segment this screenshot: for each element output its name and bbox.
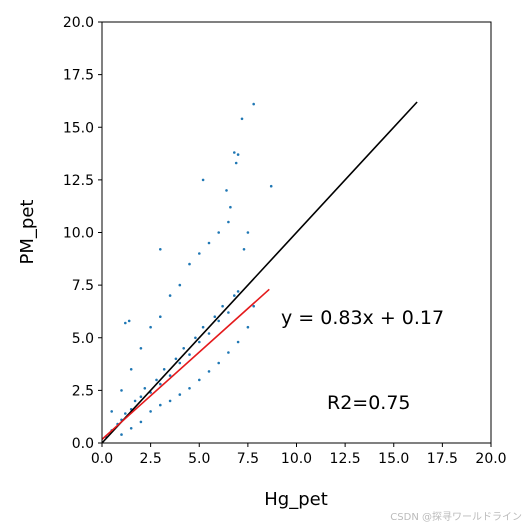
scatter-point [201,178,205,182]
scatter-point [129,368,133,371]
scatter-point [139,347,143,350]
scatter-point [168,399,172,403]
y-tick-label: 0.0 [72,436,94,452]
scatter-point [246,325,250,329]
scatter-point [178,361,182,365]
x-tick-label: 17.5 [427,451,458,467]
scatter-point [198,340,201,344]
scatter-point [168,294,172,297]
scatter-point [159,382,162,386]
watermark: CSDN @探寻ワールドライン [390,510,522,523]
scatter-point [234,161,238,165]
y-tick-label: 15.0 [63,120,94,136]
x-tick-label: 0.0 [91,451,113,467]
scatter-point [120,389,123,392]
scatter-point [213,315,217,319]
scatter-point [168,374,172,377]
black-fit-line [101,101,418,444]
red-fit-line [101,288,270,440]
scatter-point [188,353,191,356]
scatter-point [198,378,201,382]
scatter-point [225,189,228,192]
x-tick-label: 10.0 [281,451,312,467]
x-tick-label: 5.0 [188,451,210,467]
scatter-point [162,368,166,371]
scatter-point [124,321,127,325]
scatter-point [217,231,220,234]
scatter-point [139,420,143,424]
fit-lines [101,101,418,444]
scatter-point [129,427,133,430]
scatter-point [207,332,211,335]
scatter-point [240,117,244,121]
scatter-point [236,153,240,156]
x-tick-label: 15.0 [378,451,409,467]
scatter-point [178,393,182,396]
scatter-point [252,102,255,106]
y-axis-ticks: 0.0 2.5 5.0 7.5 10.0 12.5 15.0 17.5 20.0 [63,15,102,452]
scatter-point [159,315,162,319]
scatter-point [127,319,131,323]
x-tick-label: 12.5 [330,451,361,467]
scatter-point [246,231,250,234]
scatter-point [207,241,211,245]
scatter-point [207,370,211,373]
scatter-point [133,399,137,403]
scatter-point [201,325,205,329]
scatter-point [229,205,232,209]
scatter-point [221,304,224,308]
scatter-point [120,433,123,436]
scatter-point [149,325,152,329]
scatter-point [149,410,152,413]
y-tick-label: 10.0 [63,226,94,242]
x-axis-label: Hg_pet [264,489,328,510]
scatter-point [242,248,246,251]
scatter-point [227,311,230,314]
scatter-point [174,357,178,361]
scatter-point [188,387,191,390]
scatter-point [110,410,113,413]
scatter-point [252,304,255,308]
scatter-points [104,102,273,439]
x-tick-label: 20.0 [475,451,506,467]
scatter-point [159,403,162,407]
scatter-point [236,340,240,344]
scatter-point [233,294,236,297]
scatter-point [227,351,230,354]
r2-annotation: R2=0.75 [327,392,411,414]
scatter-point [217,319,220,323]
scatter-point [159,248,162,251]
x-tick-label: 2.5 [139,451,161,467]
y-tick-label: 2.5 [72,383,94,399]
scatter-point [178,283,182,287]
scatter-point [194,336,197,340]
y-tick-label: 17.5 [63,68,94,84]
scatter-point [188,262,191,266]
scatter-point [236,290,240,293]
y-axis-label: PM_pet [17,200,38,265]
scatter-point [143,387,147,390]
scatter-point [124,412,127,415]
y-tick-label: 7.5 [72,278,94,294]
y-tick-label: 20.0 [63,15,94,31]
y-tick-label: 5.0 [72,331,94,347]
scatter-point [227,220,230,224]
scatter-point [198,252,201,255]
scatter-point [155,378,158,382]
x-tick-label: 7.5 [237,451,259,467]
scatter-point [217,361,220,365]
y-tick-label: 12.5 [63,173,94,189]
equation-annotation: y = 0.83x + 0.17 [281,307,444,329]
scatter-point [269,184,273,188]
scatter-point [182,347,185,350]
x-axis-ticks: 0.0 2.5 5.0 7.5 10.0 12.5 15.0 17.5 20.0 [91,443,507,467]
scatter-point [139,395,143,399]
scatter-point [233,151,236,154]
